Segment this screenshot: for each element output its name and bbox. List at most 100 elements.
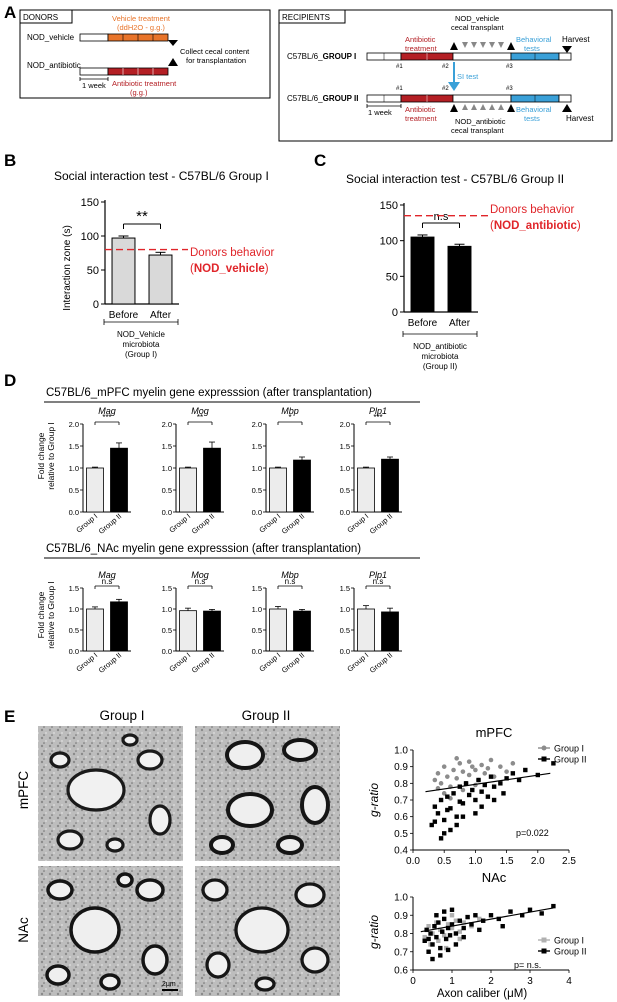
- bar: [381, 458, 399, 513]
- data-point: [430, 942, 435, 947]
- data-point: [445, 925, 451, 931]
- data-point: [461, 920, 466, 925]
- x-tick-label: 2.5: [562, 856, 576, 867]
- data-point: [465, 914, 470, 920]
- panel-b-group-3: (Group I): [125, 350, 157, 359]
- data-point: [457, 799, 462, 804]
- data-point: [473, 913, 478, 918]
- data-point: [491, 797, 497, 803]
- g2-timeline-end: [558, 94, 572, 103]
- data-point: [436, 920, 441, 925]
- harvest-g1: Harvest: [562, 35, 590, 44]
- data-point: [457, 761, 463, 766]
- bar: [357, 608, 375, 652]
- group2-label: C57BL/6_GROUP II: [287, 94, 358, 103]
- antibiotic-treatment-label: Antibiotic treatment: [112, 79, 177, 88]
- bar: [447, 245, 472, 313]
- bar: [110, 447, 128, 513]
- data-point: [432, 819, 438, 824]
- data-point: [445, 947, 451, 953]
- g1-timeline-end: [558, 52, 572, 61]
- data-point: [440, 929, 445, 934]
- y-tick-label: 1.0: [252, 605, 262, 614]
- behavioral-g1-2: tests: [524, 44, 540, 53]
- significance-label: ***: [102, 413, 111, 422]
- chart-c: 0 50 100 150 Before After n.s: [380, 200, 488, 329]
- data-point: [435, 771, 441, 776]
- svg-text:C57BL/6_GROUP II: C57BL/6_GROUP II: [287, 94, 358, 103]
- bar: [293, 610, 311, 652]
- data-point: [445, 794, 450, 799]
- gene-name: Plp1: [369, 570, 387, 580]
- bar: [293, 459, 311, 513]
- panel-d-ylabel-nac: Fold change: [36, 591, 46, 638]
- data-point: [500, 924, 505, 929]
- scatter-mpfc-title: mPFC: [476, 725, 513, 740]
- data-point: [477, 916, 482, 922]
- g2-m3: #3: [506, 86, 513, 92]
- y-tick-label: 2.0: [162, 420, 172, 429]
- data-point: [485, 794, 491, 799]
- data-point: [441, 764, 447, 769]
- y-tick-label: 1.5: [340, 442, 350, 451]
- panel-b-donor-1: Donors behavior: [190, 247, 275, 259]
- chart-b: 0 50 100 150 Before After **: [81, 197, 188, 321]
- bar: [381, 611, 399, 652]
- panel-c-group-3: (Group II): [423, 362, 458, 371]
- data-point: [454, 822, 459, 828]
- antibiotic-timeline-white: [79, 67, 109, 76]
- y-tick-label: 0.9: [394, 762, 408, 773]
- data-point: [436, 938, 441, 943]
- scatter-mpfc-pvalue: p=0.022: [516, 828, 549, 838]
- y-tick-label: 0.6: [394, 812, 408, 823]
- y-tick-label: 1.0: [394, 893, 408, 904]
- data-point: [469, 922, 474, 927]
- y-tick-label: 0.5: [252, 626, 262, 635]
- y-tick-label: 1.5: [252, 442, 262, 451]
- panel-c-group-2: microbiota: [422, 352, 459, 361]
- harvest-g2: Harvest: [566, 114, 594, 123]
- data-point: [461, 925, 466, 931]
- data-point: [527, 907, 533, 912]
- y-tick-label: 0.5: [162, 486, 172, 495]
- data-point: [438, 797, 444, 803]
- legend-marker: [541, 948, 547, 954]
- data-point: [422, 938, 427, 943]
- data-point: [435, 811, 441, 816]
- legend-label: Group I: [554, 744, 584, 754]
- data-point: [449, 907, 455, 912]
- nod-vehicle-transplant-1: NOD_vehicle: [455, 14, 499, 23]
- scatter-nac-pvalue: p= n.s.: [514, 960, 541, 970]
- data-point: [482, 782, 487, 788]
- data-point: [428, 931, 433, 936]
- x-tick-label: Group II: [190, 651, 217, 675]
- g1-m3: #3: [506, 64, 513, 70]
- bar: [269, 608, 287, 652]
- data-point: [454, 776, 459, 781]
- data-point: [434, 913, 439, 918]
- data-point: [442, 916, 447, 922]
- fit-line: [425, 772, 551, 793]
- y-tick-label: 0.9: [394, 911, 408, 922]
- significance-label: n.s: [434, 211, 449, 223]
- data-point: [460, 769, 466, 774]
- panel-c-donor-1: Donors behavior: [490, 204, 575, 216]
- em-col-group2: Group II: [242, 708, 291, 723]
- legend-marker: [541, 745, 547, 751]
- data-point: [510, 771, 516, 776]
- data-point: [438, 836, 444, 841]
- panel-d-letter: D: [4, 371, 16, 390]
- y-tick-label: 0.5: [394, 829, 408, 840]
- bar: [179, 467, 197, 513]
- significance-label: n.s: [102, 577, 113, 586]
- data-point: [453, 931, 459, 936]
- x-tick-label: 0: [410, 976, 416, 987]
- x-tick-label: 4: [566, 976, 572, 987]
- data-point: [429, 822, 434, 828]
